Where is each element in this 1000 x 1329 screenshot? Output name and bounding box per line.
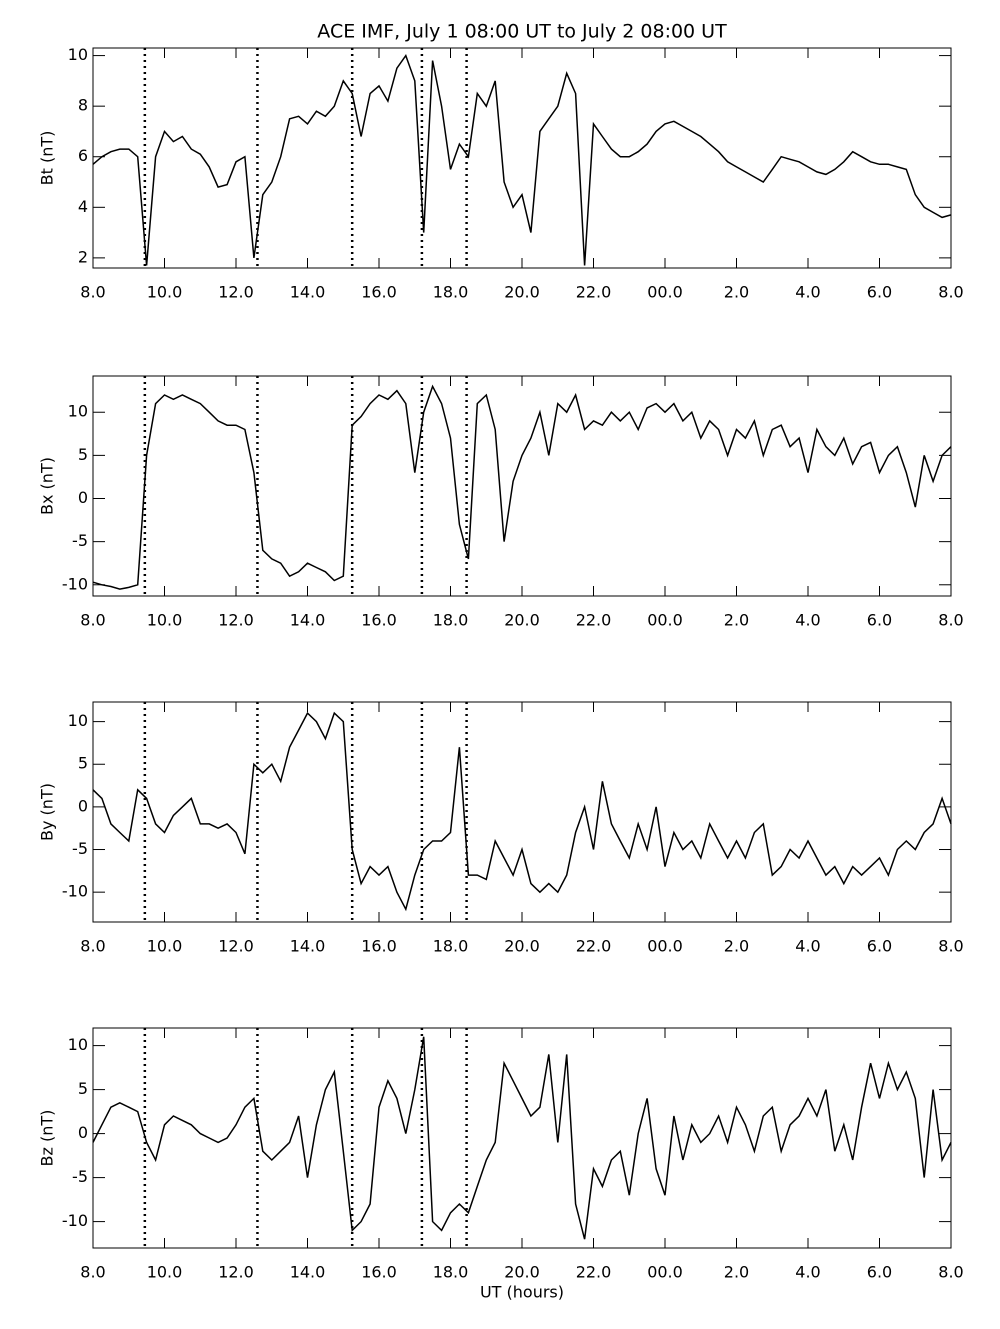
data-line	[92, 53, 952, 266]
x-tick-label: 20.0	[504, 283, 540, 302]
y-tick-label: -10	[62, 882, 88, 901]
y-tick-label: 0	[78, 796, 88, 815]
x-tick-label: 22.0	[576, 283, 612, 302]
x-tick-label: 4.0	[795, 937, 820, 956]
x-tick-label: 22.0	[576, 1263, 612, 1282]
x-tick-label: 8.0	[938, 1263, 963, 1282]
x-tick-label: 22.0	[576, 611, 612, 630]
x-tick-label: 20.0	[504, 1263, 540, 1282]
x-tick-label: 14.0	[290, 937, 326, 956]
data-line	[92, 384, 952, 590]
y-tick-label: 5	[78, 754, 88, 773]
x-tick-label: 10.0	[147, 937, 183, 956]
x-tick-label: 12.0	[218, 611, 254, 630]
x-tick-label: 22.0	[576, 937, 612, 956]
x-axis-label: UT (hours)	[480, 1283, 564, 1302]
y-tick-label: 2	[78, 247, 88, 266]
x-tick-label: 18.0	[433, 1263, 469, 1282]
plot-frame	[92, 1027, 952, 1249]
x-tick-label: 12.0	[218, 937, 254, 956]
y-tick-label: -10	[62, 1211, 88, 1230]
x-tick-label: 8.0	[938, 611, 963, 630]
x-tick-label: 4.0	[795, 611, 820, 630]
x-tick-label: 00.0	[647, 611, 683, 630]
plot-frame	[92, 47, 952, 269]
x-tick-label: 20.0	[504, 611, 540, 630]
plot-frame	[92, 375, 952, 597]
x-tick-label: 10.0	[147, 283, 183, 302]
y-tick-label: 10	[68, 45, 88, 64]
x-tick-label: 16.0	[361, 283, 397, 302]
x-tick-label: 14.0	[290, 283, 326, 302]
x-tick-label: 00.0	[647, 283, 683, 302]
y-tick-label: 0	[78, 488, 88, 507]
y-tick-label: -5	[72, 1167, 88, 1186]
x-tick-label: 6.0	[867, 283, 892, 302]
y-tick-label: 10	[68, 1035, 88, 1054]
x-tick-label: 6.0	[867, 1263, 892, 1282]
y-tick-label: 6	[78, 146, 88, 165]
x-tick-label: 16.0	[361, 611, 397, 630]
x-tick-label: 16.0	[361, 1263, 397, 1282]
x-tick-label: 10.0	[147, 611, 183, 630]
x-tick-label: 18.0	[433, 611, 469, 630]
x-tick-label: 4.0	[795, 283, 820, 302]
x-tick-label: 18.0	[433, 283, 469, 302]
y-tick-label: 4	[78, 197, 88, 216]
y-tick-label: -5	[72, 531, 88, 550]
x-tick-label: 8.0	[80, 1263, 105, 1282]
x-tick-label: 8.0	[80, 937, 105, 956]
x-tick-label: 2.0	[724, 611, 749, 630]
x-tick-label: 12.0	[218, 1263, 254, 1282]
x-tick-label: 2.0	[724, 1263, 749, 1282]
chart-title: ACE IMF, July 1 08:00 UT to July 2 08:00…	[317, 21, 727, 43]
x-tick-label: 00.0	[647, 937, 683, 956]
x-tick-label: 6.0	[867, 611, 892, 630]
x-tick-label: 16.0	[361, 937, 397, 956]
y-tick-label: 10	[68, 711, 88, 730]
y-tick-label: 5	[78, 445, 88, 464]
y-axis-label: Bx (nT)	[38, 457, 57, 515]
x-tick-label: 10.0	[147, 1263, 183, 1282]
x-tick-label: 18.0	[433, 937, 469, 956]
y-tick-label: -5	[72, 839, 88, 858]
x-tick-label: 14.0	[290, 1263, 326, 1282]
y-axis-label: By (nT)	[38, 783, 57, 841]
y-tick-label: 10	[68, 402, 88, 421]
plot-frame	[92, 701, 952, 923]
x-tick-label: 8.0	[80, 283, 105, 302]
x-tick-label: 8.0	[938, 937, 963, 956]
x-tick-label: 12.0	[218, 283, 254, 302]
data-line	[92, 711, 952, 912]
x-tick-label: 8.0	[80, 611, 105, 630]
y-tick-label: -10	[62, 574, 88, 593]
x-tick-label: 2.0	[724, 937, 749, 956]
x-tick-label: 6.0	[867, 937, 892, 956]
y-axis-label: Bt (nT)	[38, 131, 57, 186]
x-tick-label: 00.0	[647, 1263, 683, 1282]
y-tick-label: 8	[78, 96, 88, 115]
x-tick-label: 14.0	[290, 611, 326, 630]
x-tick-label: 4.0	[795, 1263, 820, 1282]
data-line	[92, 1036, 952, 1240]
y-tick-label: 5	[78, 1079, 88, 1098]
y-tick-label: 0	[78, 1123, 88, 1142]
x-tick-label: 20.0	[504, 937, 540, 956]
y-axis-label: Bz (nT)	[38, 1110, 57, 1167]
x-tick-label: 8.0	[938, 283, 963, 302]
x-tick-label: 2.0	[724, 283, 749, 302]
